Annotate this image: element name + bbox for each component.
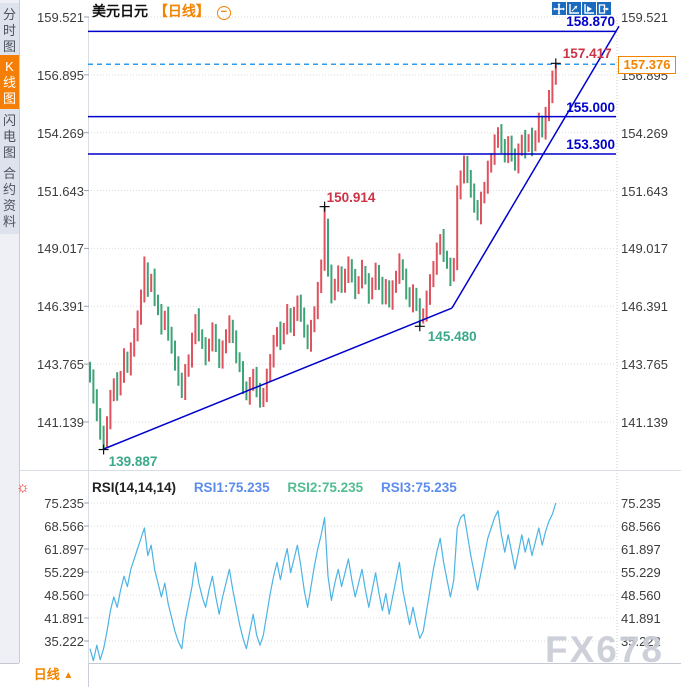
rsi-axis-label: 75.235	[44, 496, 84, 511]
rsi-axis-label: 35.222	[621, 634, 661, 649]
price-axis-label: 143.765	[37, 357, 84, 373]
rsi-axis-label: 55.229	[44, 565, 84, 580]
price-axis-label: 151.643	[37, 183, 84, 199]
pan-right-icon[interactable]	[597, 2, 611, 15]
price-level-label: 153.300	[566, 137, 615, 153]
price-annotation-label: 139.887	[108, 453, 158, 469]
rsi-axis-label: 61.897	[44, 542, 84, 557]
rsi2-value: RSI2:75.235	[287, 480, 364, 495]
price-axis-label: 159.521	[37, 10, 84, 25]
sidebar-tab-kline[interactable]: K线图	[0, 55, 19, 111]
timeframe-label: 日线	[33, 667, 60, 682]
timeframe-tag: 【日线】	[153, 3, 210, 19]
rsi-axis-label: 68.566	[621, 519, 661, 534]
plot-left-border	[88, 17, 89, 663]
price-axis-label: 149.017	[621, 241, 668, 257]
price-axis-label: 143.765	[621, 357, 668, 373]
rsi-axis-label: 68.566	[44, 519, 84, 534]
rsi-axis-label: 35.222	[44, 634, 84, 649]
rsi-header: RSI(14,14,14) RSI1:75.235 RSI2:75.235 RS…	[92, 480, 457, 495]
price-axis-label: 159.521	[621, 10, 668, 25]
sidebar-tab-timeshare[interactable]: 分时图	[0, 3, 19, 59]
rsi-axis-label: 41.891	[621, 611, 661, 626]
chart-type-sidebar: 分时图 K线图 闪电图 合约资料	[0, 0, 20, 663]
price-axis-label: 149.017	[37, 241, 84, 257]
chart-toolbar	[552, 2, 611, 15]
price-level-label: 158.870	[566, 14, 615, 30]
price-annotation-label: 150.914	[326, 189, 376, 205]
chart-title: 美元日元 【日线】 −	[92, 1, 231, 21]
rsi-axis-label: 75.235	[621, 496, 661, 511]
sidebar-tab-contract-info[interactable]: 合约资料	[0, 162, 19, 234]
price-axis-label: 154.269	[37, 125, 84, 141]
symbol-name: 美元日元	[92, 3, 148, 19]
bottom-bar	[0, 663, 681, 687]
panel-separator	[19, 470, 681, 471]
price-axis-label: 146.391	[37, 299, 84, 315]
price-axis-label: 141.139	[37, 414, 84, 430]
timeframe-selector[interactable]: 日线 ▲	[19, 663, 89, 687]
scale-y-axis-icon[interactable]	[582, 2, 596, 15]
sidebar-tab-lightning[interactable]: 闪电图	[0, 109, 19, 165]
price-axis-label: 154.269	[621, 125, 668, 141]
indicator-settings-icon[interactable]: ☼	[16, 479, 30, 496]
crosshair-icon[interactable]	[552, 2, 566, 15]
price-annotation-label: 157.417	[562, 46, 612, 62]
price-axis-label: 151.643	[621, 183, 668, 199]
rsi-axis-label: 55.229	[621, 565, 661, 580]
price-level-label: 155.000	[566, 99, 615, 115]
rsi3-value: RSI3:75.235	[380, 480, 457, 495]
collapse-icon[interactable]: −	[216, 6, 231, 20]
price-axis-label: 146.391	[621, 299, 668, 315]
rsi-axis-label: 61.897	[621, 542, 661, 557]
timeframe-arrow-icon: ▲	[63, 670, 74, 681]
scale-x-axis-icon[interactable]	[567, 2, 581, 15]
rsi1-value: RSI1:75.235	[193, 480, 270, 495]
price-axis-label: 141.139	[621, 414, 668, 430]
current-price-tag: 157.376	[618, 56, 676, 75]
rsi-axis-label: 41.891	[44, 611, 84, 626]
price-annotation-label: 145.480	[427, 329, 477, 345]
rsi-axis-label: 48.560	[44, 588, 84, 603]
fx678-watermark: FX678	[545, 629, 665, 670]
price-axis-label: 156.895	[37, 67, 84, 83]
rsi-params-label: RSI(14,14,14)	[92, 480, 177, 495]
rsi-axis-label: 48.560	[621, 588, 661, 603]
